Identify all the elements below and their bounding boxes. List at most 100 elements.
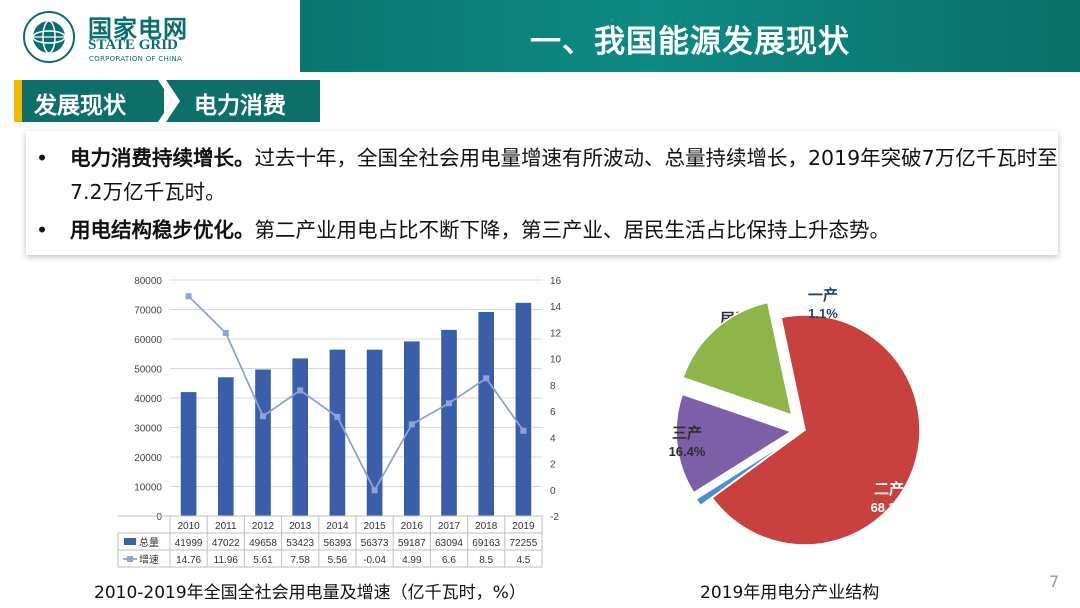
table-rate-cell: 5.56 (328, 555, 348, 566)
brand-subtitle: CORPORATION OF CHINA (89, 55, 183, 63)
table-total-cell: 63094 (435, 538, 463, 549)
table-rate-cell: 8.5 (479, 555, 493, 566)
legend-rate: 增速 (139, 553, 159, 566)
y-left-tick-label: 0 (156, 512, 162, 523)
title-bar: 一、我国能源发展现状 (300, 0, 1080, 72)
pie-caption: 2019年用电分产业结构 (700, 583, 880, 603)
pie-label: 一产 (808, 286, 838, 304)
table-rate-cell: 11.96 (214, 555, 239, 566)
bar (329, 349, 346, 516)
table-total-cell: 53423 (286, 538, 314, 549)
bullet-bold: 电力消费持续增长。 (70, 146, 255, 170)
table-rate-cell: 6.6 (442, 555, 456, 566)
x-tick-label: 2013 (289, 521, 312, 532)
legend-swatch-rate-marker (127, 556, 133, 562)
page-title: 一、我国能源发展现状 (530, 24, 850, 60)
state-grid-emblem-icon (23, 11, 75, 63)
pie-slice (675, 393, 793, 494)
pie-slice (695, 437, 794, 507)
bullet-text: 第二产业用电占比不断下降，第三产业、居民生活占比保持上升态势。 (254, 218, 891, 242)
combo-chart-svg: 0 10000 20000 30000 40000 50000 60000 70000 8000… (117, 276, 562, 568)
y-right-tick-label: 8 (550, 381, 556, 392)
y-right-tick-label: 10 (550, 355, 562, 366)
table-rate-cell: 4.99 (402, 555, 422, 566)
y-left-tick-label: 60000 (134, 335, 162, 346)
y-left-tick-label: 20000 (134, 453, 162, 464)
y-right-tick-label: 12 (550, 328, 562, 339)
bar (217, 377, 234, 516)
brand-name-cn: 国家电网 (88, 15, 188, 43)
table-total-cell: 47022 (212, 538, 240, 549)
pie-percent: 16.4% (669, 444, 706, 459)
bar (180, 392, 197, 516)
table-total-cell: 56393 (323, 538, 351, 549)
growth-point (371, 487, 378, 494)
breadcrumb-subsection-label: 电力消费 (194, 93, 286, 119)
table-total-cell: 56373 (361, 538, 389, 549)
growth-point (297, 387, 304, 394)
y-right-tick-label: 16 (550, 276, 562, 287)
table-total-cell: 49658 (249, 538, 277, 549)
x-tick-label: 2011 (215, 521, 237, 532)
pie-label: 二产 (874, 480, 904, 498)
table-total-cell: 59187 (398, 538, 426, 549)
pie-percent: 1.1% (808, 306, 838, 321)
x-tick-label: 2015 (363, 521, 386, 532)
summary-box: • 电力消费持续增长。过去十年，全国全社会用电量增速有所波动、总量持续增长，20… (26, 131, 1058, 255)
legend-swatch-total (124, 538, 136, 545)
y-left-tick-label: 70000 (134, 306, 162, 317)
accent-bar (14, 80, 22, 122)
y-left-tick-label: 30000 (134, 424, 162, 435)
y-left-tick-label: 80000 (134, 276, 162, 287)
x-tick-label: 2014 (326, 521, 349, 532)
pie-slice (711, 314, 921, 546)
table-rate-cell: 4.5 (516, 555, 530, 566)
bar (441, 329, 457, 516)
table-rate-cell: 14.76 (176, 555, 201, 566)
bar (292, 358, 309, 516)
table-rate-cell: 5.61 (253, 555, 273, 566)
electricity-consumption-chart: 0 10000 20000 30000 40000 50000 60000 70000 8000… (112, 268, 564, 573)
bar (366, 349, 383, 516)
bar (515, 302, 532, 516)
y-right-tick-label: -2 (550, 512, 559, 523)
x-tick-label: 2018 (475, 521, 498, 532)
x-tick-label: 2019 (512, 521, 535, 532)
y-right-tick-label: 2 (550, 460, 556, 471)
y-left-tick-label: 50000 (134, 365, 162, 376)
bar (478, 311, 495, 516)
brand-name-en: STATE GRID (88, 37, 178, 53)
table-total-cell: 41999 (175, 538, 203, 549)
y-right-tick-label: 6 (550, 407, 556, 418)
growth-point (446, 400, 452, 407)
x-tick-label: 2016 (401, 521, 424, 532)
growth-point (222, 329, 229, 336)
pie-label: 三产 (672, 424, 702, 442)
x-tick-label: 2010 (177, 521, 200, 532)
table-rate-cell: 7.58 (290, 555, 310, 566)
pie-slice (682, 301, 793, 417)
page-number: 7 (1049, 572, 1060, 591)
brand-logo: 国家电网 STATE GRID CORPORATION OF CHINA (0, 0, 300, 72)
y-right-tick-label: 14 (550, 302, 562, 313)
growth-point (334, 413, 341, 420)
breadcrumb-section: 发展现状 (14, 80, 164, 122)
table-total-cell: 72255 (509, 538, 537, 549)
breadcrumb-section-label: 发展现状 (34, 93, 126, 119)
bar (255, 369, 271, 516)
x-tick-label: 2017 (438, 521, 461, 532)
y-right-tick-label: 4 (550, 433, 556, 444)
x-tick-label: 2012 (252, 521, 275, 532)
pie-percent: 68.3% (871, 500, 908, 515)
legend-total: 总量 (139, 536, 159, 549)
table-rate-cell: -0.04 (363, 555, 386, 566)
growth-point (483, 375, 490, 382)
breadcrumb-subsection: 电力消费 (158, 80, 320, 122)
breadcrumb-arrow (158, 80, 320, 122)
growth-line (187, 295, 525, 493)
growth-point (185, 293, 192, 300)
bullet-text: 过去十年，全国全社会用电量增速有所波动、总量持续增长，2019年突破7万亿千瓦时… (70, 146, 1058, 204)
bar (403, 341, 420, 516)
